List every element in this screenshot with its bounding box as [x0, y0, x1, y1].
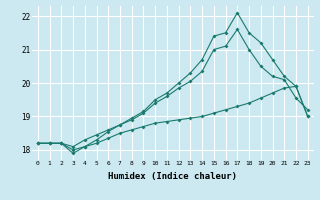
X-axis label: Humidex (Indice chaleur): Humidex (Indice chaleur)	[108, 172, 237, 181]
